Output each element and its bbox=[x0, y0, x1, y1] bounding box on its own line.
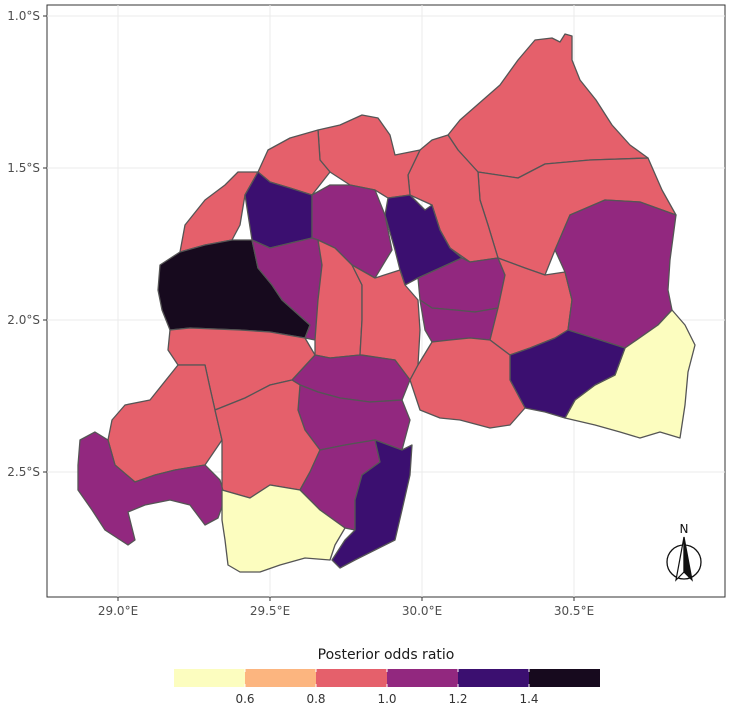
x-tick-label: 29.0°E bbox=[98, 604, 138, 618]
districts bbox=[77, 33, 696, 573]
legend-swatch bbox=[316, 669, 387, 687]
y-tick-label: 2.0°S bbox=[7, 313, 40, 327]
legend-break-label: 0.6 bbox=[235, 692, 254, 706]
legend-swatch bbox=[387, 669, 458, 687]
y-axis bbox=[43, 15, 47, 473]
legend-ticks bbox=[244, 669, 530, 687]
y-tick-label: 1.5°S bbox=[7, 161, 40, 175]
legend-title: Posterior odds ratio bbox=[318, 647, 455, 663]
north-arrow-icon bbox=[666, 536, 702, 582]
district-bugesera bbox=[409, 337, 526, 429]
legend-swatch bbox=[529, 669, 600, 687]
x-tick-label: 30.0°E bbox=[402, 604, 442, 618]
legend-colorbar bbox=[174, 669, 600, 687]
y-tick-label: 2.5°S bbox=[7, 465, 40, 479]
north-arrow-label: N bbox=[680, 522, 689, 536]
y-tick-label: 1.0°S bbox=[7, 9, 40, 23]
x-tick-label: 30.5°E bbox=[554, 604, 594, 618]
district-gisagara bbox=[331, 439, 413, 569]
x-tick-label: 29.5°E bbox=[250, 604, 290, 618]
legend-break-label: 1.4 bbox=[519, 692, 538, 706]
legend-break-label: 1.0 bbox=[377, 692, 396, 706]
legend-swatch bbox=[174, 669, 245, 687]
legend-break-label: 0.8 bbox=[306, 692, 325, 706]
district-nyaruguru bbox=[221, 484, 346, 573]
district-burera bbox=[317, 114, 421, 199]
legend-break-label: 1.2 bbox=[448, 692, 467, 706]
x-axis bbox=[117, 597, 575, 601]
legend-swatch bbox=[245, 669, 316, 687]
district-rusizi bbox=[77, 431, 226, 546]
legend-swatch bbox=[458, 669, 529, 687]
